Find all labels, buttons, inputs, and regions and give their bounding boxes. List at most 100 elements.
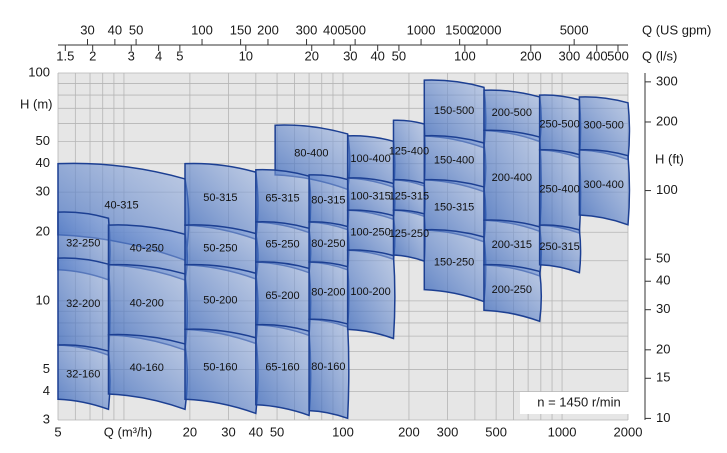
tile-label: 65-200 [265,290,299,302]
y2-tick-label: 40 [656,273,670,288]
x-tick-label: 300 [437,424,459,439]
pump-tile [578,148,631,226]
top-tick-label: 5 [176,48,183,63]
tile-label: 150-250 [434,257,474,269]
top-tick-label: 50 [392,48,406,63]
y-tick-label: 50 [36,133,50,148]
y2-tick-label: 30 [656,301,670,316]
top-tick-label: 4 [155,48,162,63]
top-tick-label: 50 [129,22,143,37]
x-tick-label: 40 [249,424,263,439]
y2-tick-label: 300 [656,73,678,88]
tile-label: 40-200 [130,297,164,309]
y-tick-label: 20 [36,224,50,239]
top-tick-label: 400 [586,48,608,63]
tile-label: 32-250 [66,237,100,249]
top-tick-label: 200 [257,22,279,37]
y-tick-label: 40 [36,155,50,170]
tile-label: 300-400 [584,179,624,191]
top-tick-label: 5000 [560,22,589,37]
top-tick-label: 300 [296,22,318,37]
tile-label: 65-160 [265,361,299,373]
top-tick-label: 500 [607,48,629,63]
y2-tick-label: 10 [656,410,670,425]
top-tick-label: 10 [239,48,253,63]
tile-label: 200-500 [492,107,532,119]
top-tick-label: 200 [520,48,542,63]
tile-label: 250-315 [539,241,579,253]
pump-tile [538,224,582,274]
y-tick-label: 10 [36,292,50,307]
tile-label: 65-315 [265,192,299,204]
tile-label: 40-160 [130,362,164,374]
top-tick-label: 2000 [473,22,502,37]
tile-label: 80-400 [294,148,328,160]
pump-tile [346,249,396,340]
tile-label: 50-315 [203,192,237,204]
top-tick-label: 20 [305,48,319,63]
pump-tile [308,318,350,420]
top-tick-label: 1000 [407,22,436,37]
y2-tick-label: 50 [656,251,670,266]
tile-label: 250-400 [539,183,579,195]
tile-label: 200-400 [492,172,532,184]
x-tick-label: 50 [270,424,284,439]
tile-label: 50-250 [203,242,237,254]
y2-tick-label: 20 [656,341,670,356]
tile-label: 100-200 [350,286,390,298]
y-tick-label: 3 [43,411,50,426]
x-tick-label: 500 [485,424,507,439]
top-tick-label: 1500 [445,22,474,37]
top-tick-label: 150 [230,22,252,37]
tile-label: 80-315 [311,194,345,206]
tile-label: 80-160 [311,361,345,373]
top-tick-label: 1.5 [56,48,74,63]
tile-label: 50-200 [203,294,237,306]
tile-label: 32-200 [66,298,100,310]
tile-label: 80-200 [311,287,345,299]
top-axis-label: Q (US gpm) [642,22,711,37]
top-tick-label: 30 [80,22,94,37]
tile-label: 300-500 [584,120,624,132]
top-tick-label: 100 [191,22,213,37]
top-tick-label: 40 [370,48,384,63]
top-tick-label: 100 [454,48,476,63]
y-tick-label: 4 [43,383,50,398]
tile-label: 65-250 [265,239,299,251]
tile-label: 150-500 [434,105,474,117]
y2-axis-label: H (ft) [655,151,684,166]
tile-label: 50-160 [203,362,237,374]
tile-label: 100-400 [350,153,390,165]
x-tick-label: 30 [221,424,235,439]
x-tick-label: 5 [54,424,61,439]
tile-label: 100-315 [350,190,390,202]
top-tick-label: 2 [89,48,96,63]
x-tick-label: 100 [332,424,354,439]
tile-label: 40-315 [104,199,138,211]
y-axis-label: H (m) [20,96,53,111]
top-tick-label: 300 [559,48,581,63]
annotation: n = 1450 r/min [537,394,620,409]
x-tick-label: 1000 [548,424,577,439]
y2-tick-label: 15 [656,370,670,385]
y2-tick-label: 100 [656,182,678,197]
tile-label: 150-400 [434,155,474,167]
tile-label: 80-250 [311,238,345,250]
tile-label: 200-315 [492,239,532,251]
tile-label: 100-250 [350,226,390,238]
x-tick-label: 20 [183,424,197,439]
y-tick-label: 30 [36,184,50,199]
y-tick-label: 100 [28,64,50,79]
x-tick-label: 200 [398,424,420,439]
annotation-box [520,392,638,414]
tile-label: 250-500 [539,118,579,130]
top-tick-label: 400 [323,22,345,37]
top-axis-label: Q (l/s) [642,48,677,63]
tile-label: 150-315 [434,202,474,214]
tile-label: 40-250 [130,243,164,255]
tile-label: 125-315 [389,190,429,202]
top-tick-label: 40 [108,22,122,37]
top-tick-label: 30 [343,48,357,63]
tile-label: 200-250 [492,284,532,296]
